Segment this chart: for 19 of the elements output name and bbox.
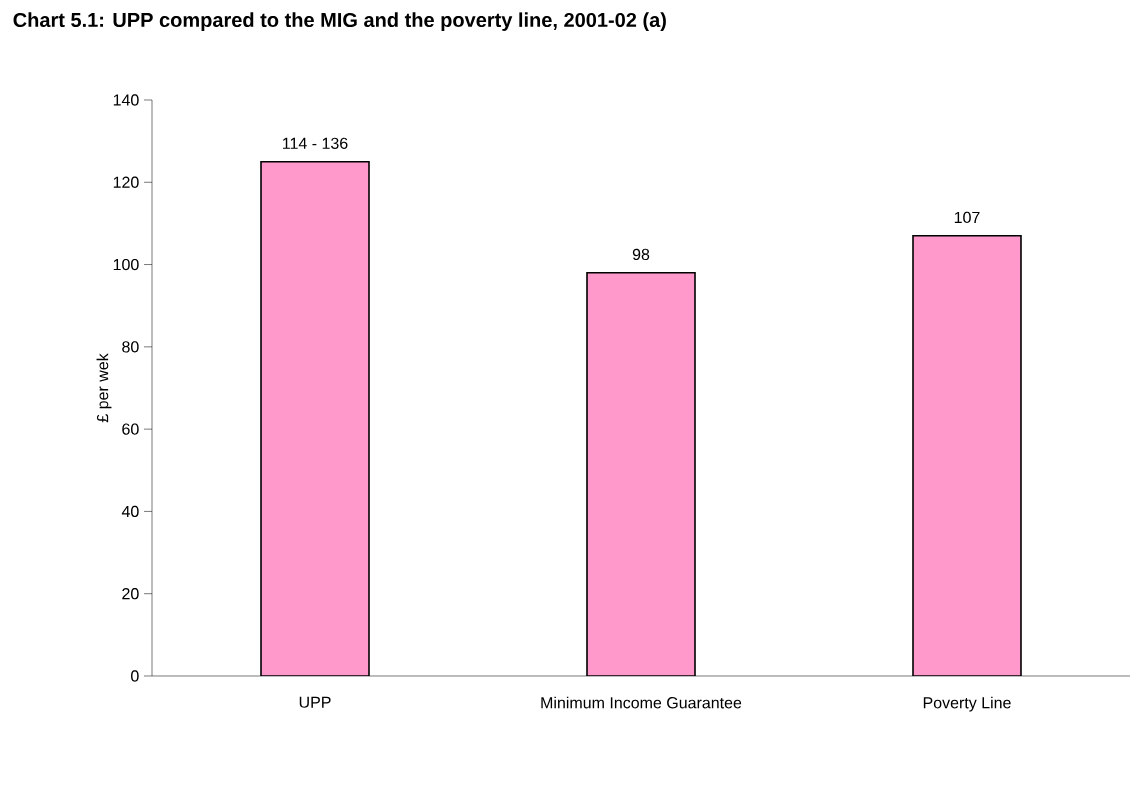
bar: [586, 271, 696, 676]
x-tick-label: Poverty Line: [923, 696, 1011, 712]
data-label: 107: [954, 211, 980, 224]
y-tick-label: 20: [122, 588, 139, 600]
y-tick-label: 140: [113, 94, 139, 106]
y-tick-label: 80: [122, 341, 139, 353]
x-tick-label: Minimum Income Guarantee: [541, 696, 742, 709]
y-tick-label: 100: [113, 258, 139, 271]
bar: [260, 160, 370, 676]
data-label: 98: [632, 248, 650, 261]
y-tick-label: 60: [122, 423, 139, 435]
y-tick-label: 120: [113, 176, 139, 188]
x-tick-label: UPP: [299, 696, 331, 708]
annotation: 114 - 136: [283, 137, 348, 149]
y-axis-title: £ per wek: [96, 353, 112, 423]
y-tick-label: 40: [121, 505, 139, 518]
bar: [912, 234, 1022, 676]
y-tick-label: 0: [131, 670, 139, 682]
chart-title: Chart 5.1: UPP compared to the MIG and the poverty line, 2001-02 (a): [13, 12, 666, 31]
